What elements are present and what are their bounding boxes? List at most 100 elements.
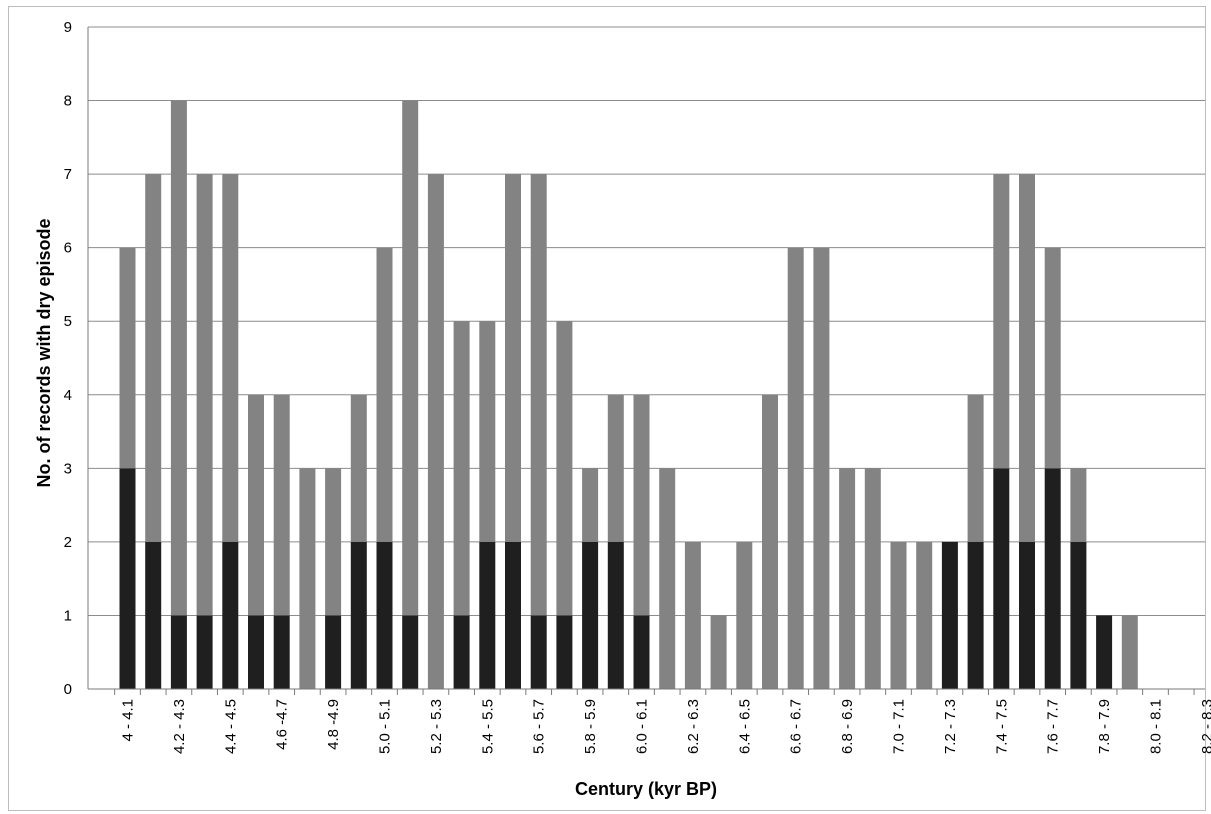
bar-segment-upper (453, 321, 470, 616)
bar-segment-upper (556, 321, 573, 616)
x-tick-label: 8.0 - 8.1 (1148, 699, 1165, 754)
x-tick-label: 7.2 - 7.3 (942, 699, 959, 754)
bar-segment-lower (170, 615, 187, 689)
bar-segment-upper (248, 394, 264, 616)
x-tick-label: 4.8 -4.9 (325, 699, 342, 750)
bar-segment-lower (1044, 468, 1061, 689)
bar-segment-lower (222, 541, 239, 689)
bar-segment-upper (1121, 615, 1138, 689)
y-tick-label: 9 (64, 19, 72, 36)
y-tick-label: 8 (64, 93, 72, 110)
bar-segment-lower (402, 615, 419, 689)
bar-segment-lower (607, 541, 624, 689)
bar-segment-upper (530, 174, 547, 616)
x-tick-label: 5.6 - 5.7 (531, 699, 548, 754)
x-tick-label: 5.2 - 5.3 (428, 699, 445, 754)
bar-segment-upper (402, 100, 419, 616)
x-tick-label: 7.4 - 7.5 (993, 699, 1010, 754)
y-tick-label: 6 (64, 240, 72, 257)
bar-segment-upper (736, 541, 753, 689)
bar-segment-upper (145, 174, 162, 542)
bar-segment-upper (479, 321, 496, 542)
bar-segment-lower (633, 615, 650, 689)
bar-segment-lower (582, 541, 599, 689)
bar-segment-lower (556, 615, 573, 689)
x-tick-label: 6.6 - 6.7 (788, 699, 805, 754)
bar-segment-upper (916, 541, 933, 689)
bar-segment-upper (633, 394, 650, 616)
bar-segment-upper (839, 468, 856, 689)
bar-segment-upper (170, 100, 187, 616)
y-axis-title: No. of records with dry episode (34, 218, 54, 487)
bar-segment-upper (787, 247, 804, 689)
bar-segment-lower (350, 541, 367, 689)
x-tick-label: 7.0 - 7.1 (891, 699, 908, 754)
bar-segment-lower (505, 541, 521, 689)
bar-segment-upper (196, 174, 213, 616)
x-tick-label: 5.8 - 5.9 (582, 699, 599, 754)
bar-segment-upper (762, 394, 778, 689)
bar-segment-upper (119, 247, 136, 469)
bar-segment-upper (659, 468, 676, 689)
bar-segment-upper (607, 394, 624, 542)
bar-segment-upper (1019, 174, 1035, 542)
bar-segment-upper (1044, 247, 1061, 469)
bar-segment-lower (119, 468, 136, 689)
y-tick-label: 7 (64, 166, 72, 183)
bar-segment-upper (427, 174, 444, 690)
x-tick-label: 5.0 - 5.1 (377, 699, 394, 754)
bar-segment-lower (273, 615, 290, 689)
y-tick-label: 0 (64, 681, 72, 698)
bar-segment-lower (248, 615, 264, 689)
bar-segment-upper (222, 174, 239, 542)
bar-segment-lower (145, 541, 162, 689)
chart-frame (8, 6, 1206, 811)
bar-segment-upper (299, 468, 316, 689)
x-tick-label: 4 - 4.1 (120, 699, 137, 742)
bar-segment-lower (196, 615, 213, 689)
bar-segment-upper (325, 468, 342, 616)
bar-segment-upper (993, 174, 1010, 469)
bars (119, 100, 1138, 690)
x-tick-label: 8.2 - 8.3 (1199, 699, 1211, 754)
bar-segment-upper (967, 394, 984, 542)
x-tick-label: 4.4 - 4.5 (222, 699, 239, 754)
x-tick-label: 6.0 - 6.1 (634, 699, 651, 754)
bar-segment-upper (350, 394, 367, 542)
bar-segment-upper (813, 247, 830, 689)
bar-segment-lower (993, 468, 1010, 689)
bar-segment-lower (479, 541, 496, 689)
bar-segment-lower (453, 615, 470, 689)
x-tick-label: 6.2 - 6.3 (685, 699, 702, 754)
y-tick-label: 3 (64, 460, 72, 477)
x-tick-label: 6.4 - 6.5 (736, 699, 753, 754)
y-tick-label: 2 (64, 534, 72, 551)
x-tick-label: 4.6 -4.7 (274, 699, 291, 750)
bar-segment-upper (1070, 468, 1087, 542)
bar-segment-upper (710, 615, 727, 689)
bar-segment-lower (967, 541, 984, 689)
x-tick-label: 4.2 - 4.3 (171, 699, 188, 754)
bar-segment-upper (582, 468, 599, 542)
bar-segment-lower (530, 615, 547, 689)
bar-segment-upper (505, 174, 521, 542)
bar-segment-lower (1070, 541, 1087, 689)
bar-segment-lower (1019, 541, 1035, 689)
x-tick-label: 7.8 - 7.9 (1096, 699, 1113, 754)
bar-segment-lower (376, 541, 393, 689)
bar-segment-lower (1096, 615, 1113, 689)
tick-labels: 0 1 2 3 4 5 6 7 8 9 4 - 4.1 4.2 - 4.3 4.4 - 4.5 4.6 -… (64, 19, 1211, 754)
bar-segment-upper (684, 541, 701, 689)
axes (87, 27, 1205, 695)
bar-segment-lower (325, 615, 342, 689)
y-tick-label: 1 (64, 607, 72, 624)
bar-segment-upper (376, 247, 393, 542)
bar-segment-upper (273, 394, 290, 616)
bar-segment-lower (941, 541, 958, 689)
y-tick-label: 4 (64, 387, 72, 404)
x-tick-label: 6.8 - 6.9 (839, 699, 856, 754)
bar-segment-upper (864, 468, 881, 689)
y-tick-label: 5 (64, 313, 72, 330)
